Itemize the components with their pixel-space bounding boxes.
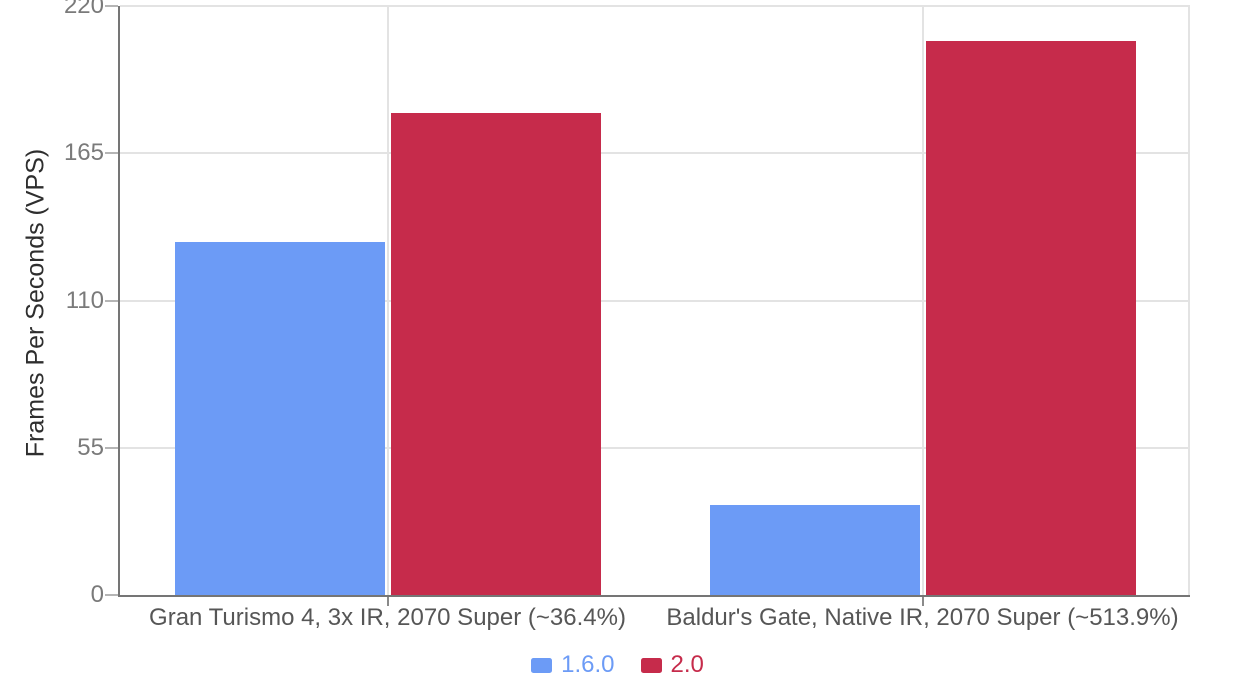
gridline-h xyxy=(120,152,1190,155)
x-axis-tick xyxy=(386,597,389,606)
x-axis-line xyxy=(118,595,1190,597)
y-tick-label: 110 xyxy=(65,286,104,314)
bar-2.0-cat1[interactable] xyxy=(925,40,1136,595)
y-axis-line xyxy=(118,6,120,597)
y-axis-tick xyxy=(105,5,118,7)
x-category-label: Gran Turismo 4, 3x IR, 2070 Super (~36.4… xyxy=(149,604,626,631)
y-axis-tick xyxy=(105,594,118,596)
gridline-h xyxy=(120,5,1190,7)
x-axis-tick xyxy=(921,597,924,606)
legend-item-1.6.0[interactable]: 1.6.0 xyxy=(531,651,615,678)
legend: 1.6.0 2.0 xyxy=(0,653,1235,677)
legend-swatch xyxy=(640,657,662,673)
y-axis-labels: 220 165 110 55 0 xyxy=(0,0,120,695)
plot-area xyxy=(105,5,1190,606)
y-tick-label: 165 xyxy=(63,139,104,167)
gridline-h xyxy=(120,446,1190,449)
y-tick-label: 55 xyxy=(77,433,104,461)
x-category-label: Baldur's Gate, Native IR, 2070 Super (~5… xyxy=(666,604,1179,631)
y-axis-tick xyxy=(105,152,118,155)
bar-2.0-cat0[interactable] xyxy=(390,113,601,595)
y-axis-tick xyxy=(105,446,118,449)
bar-1.6.0-cat0[interactable] xyxy=(174,241,385,595)
gridline-v xyxy=(386,6,389,595)
bar-1.6.0-cat1[interactable] xyxy=(709,504,920,595)
y-tick-label: 220 xyxy=(63,0,104,19)
legend-item-2.0[interactable]: 2.0 xyxy=(640,651,704,678)
legend-label: 1.6.0 xyxy=(561,651,615,678)
y-tick-label: 0 xyxy=(90,581,104,608)
legend-swatch xyxy=(531,657,553,673)
y-axis-tick xyxy=(105,299,118,302)
legend-label: 2.0 xyxy=(670,651,704,678)
gridline-v xyxy=(921,6,924,595)
gridline-h xyxy=(120,299,1190,302)
gridline-v-right xyxy=(1188,6,1190,595)
